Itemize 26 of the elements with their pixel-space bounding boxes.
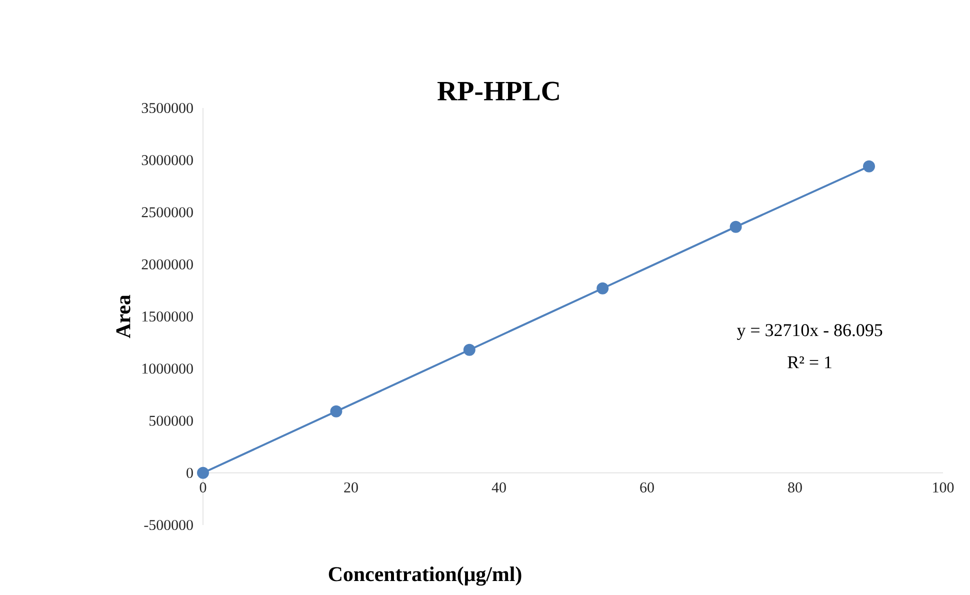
point xyxy=(197,466,209,479)
chart-title: RP-HPLC xyxy=(438,82,559,100)
y-tick-label: 1500000 xyxy=(142,311,193,322)
x-tick-label: 40 xyxy=(492,482,506,492)
x-axis-title: Concentration(μg/ml) xyxy=(328,566,522,586)
y-tick-label: -500000 xyxy=(144,520,193,530)
point xyxy=(863,160,876,172)
x-tick-label: 20 xyxy=(344,482,358,492)
x-tick-label: 60 xyxy=(640,482,654,492)
y-tick-label: 3500000 xyxy=(142,102,193,114)
annotation: y = 32710x - 86.095 xyxy=(736,324,882,340)
y-tick-label: 3000000 xyxy=(142,155,193,166)
point xyxy=(463,344,476,356)
y-axis-title: Area xyxy=(116,294,130,338)
annotation: R² = 1 xyxy=(788,356,832,368)
y-tick-label: 1000000 xyxy=(142,364,193,374)
x-tick-label: 100 xyxy=(933,482,954,492)
x-tick-label: 80 xyxy=(788,482,802,492)
y-tick-label: 2000000 xyxy=(142,259,193,270)
point xyxy=(730,220,742,233)
y-tick-label: 2500000 xyxy=(142,207,193,218)
y-tick-label: 500000 xyxy=(150,416,193,426)
point xyxy=(330,405,342,418)
point xyxy=(596,282,609,294)
y-tick-label: 0 xyxy=(186,468,193,478)
x-tick-label: 0 xyxy=(200,482,206,492)
